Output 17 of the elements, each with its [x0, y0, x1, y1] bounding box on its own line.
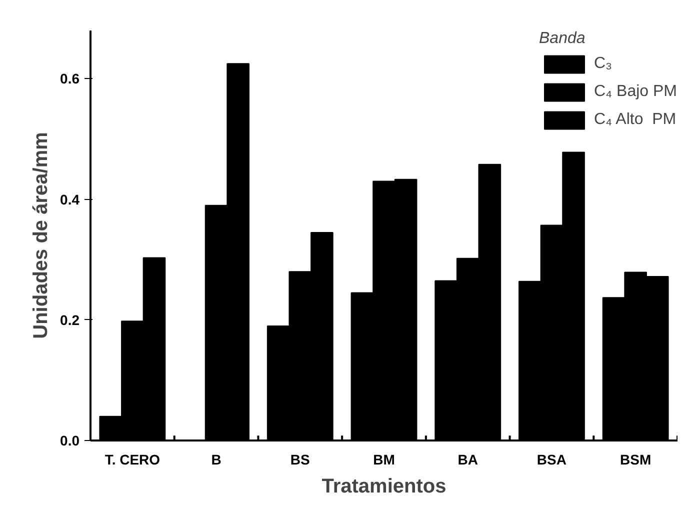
x-tick-label: BS	[290, 452, 310, 468]
legend-label: C₃	[594, 55, 614, 73]
y-axis-title: Unidades de área/mm	[30, 132, 52, 339]
x-tick-label: BSM	[620, 452, 652, 468]
y-tick-label: 0.4	[60, 191, 80, 208]
x-tick-label: BM	[373, 452, 395, 468]
legend-label: C₄ Bajo PM	[594, 83, 677, 101]
y-tick-label: 0.6	[60, 70, 80, 87]
x-tick-label: BA	[458, 452, 478, 468]
x-axis-title: Tratamientos	[322, 476, 446, 498]
x-tick-label: T. CERO	[104, 452, 160, 468]
legend-title: Banda	[539, 30, 586, 48]
x-tick-label: B	[211, 452, 222, 468]
y-tick-label: 0.2	[60, 312, 80, 328]
legend-label: C₄ Alto PM	[594, 111, 676, 129]
x-tick-label: BSA	[536, 452, 566, 468]
y-tick-label: 0.0	[60, 432, 80, 448]
